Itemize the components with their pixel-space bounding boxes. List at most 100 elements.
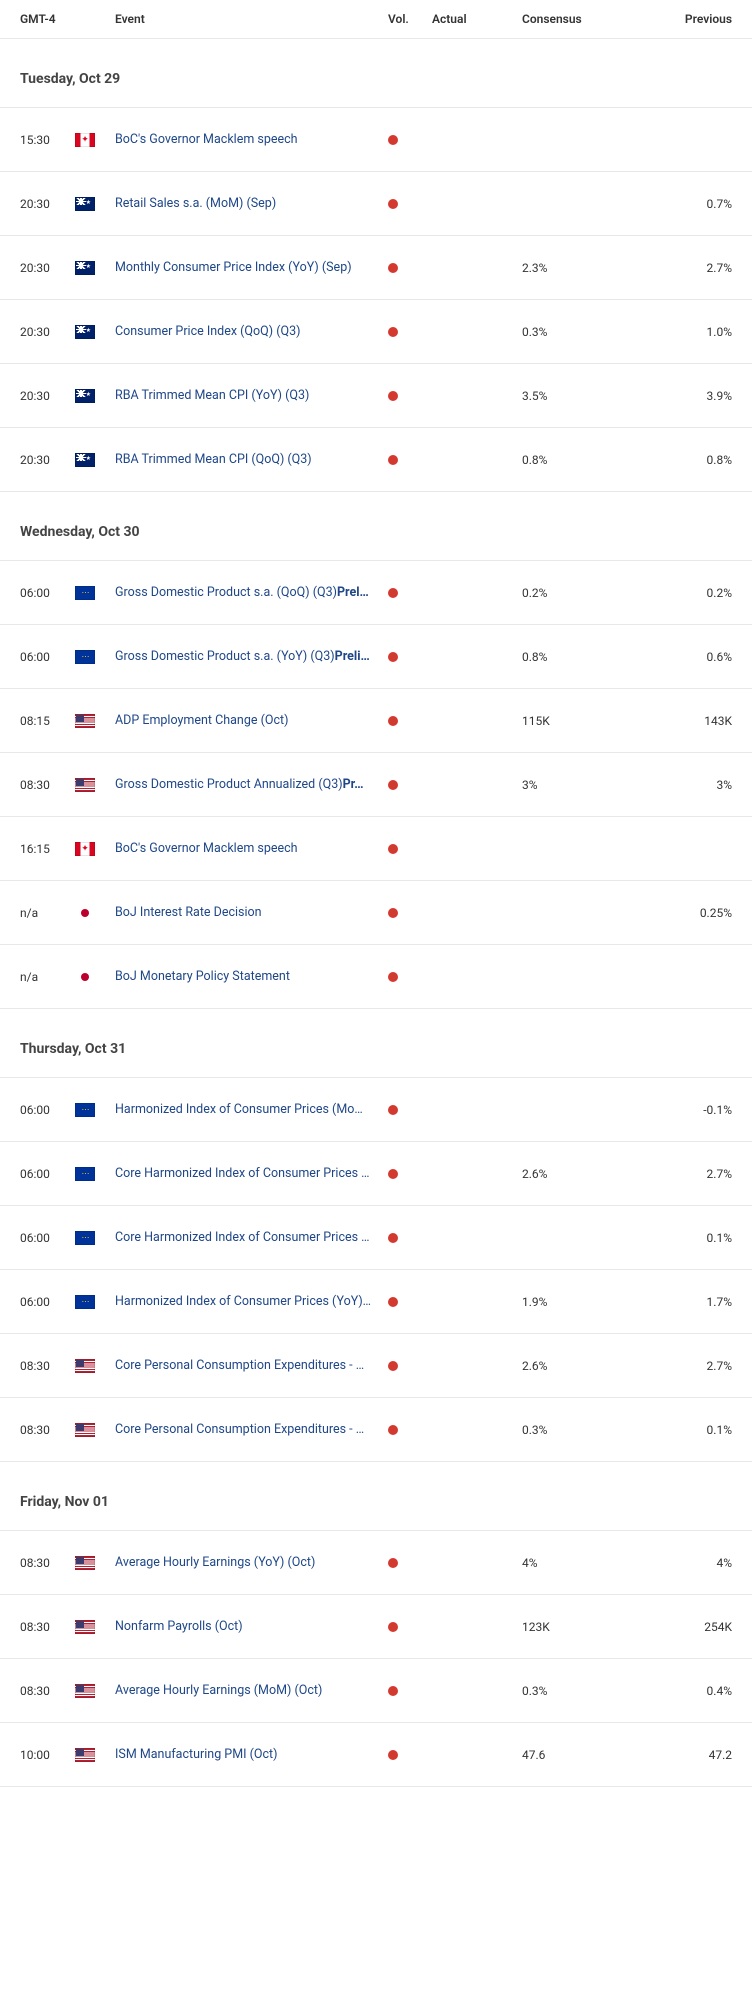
- previous-value: 0.2%: [632, 586, 732, 600]
- event-name-link[interactable]: Average Hourly Earnings (YoY) (Oct): [115, 1555, 388, 1570]
- event-name-text: Retail Sales s.a. (MoM) (Sep): [115, 196, 276, 211]
- event-time: 20:30: [20, 197, 75, 211]
- event-name-link[interactable]: BoC's Governor Macklem speech: [115, 132, 388, 147]
- event-name-link[interactable]: RBA Trimmed Mean CPI (YoY) (Q3): [115, 388, 388, 403]
- vol-high-icon: [388, 588, 398, 598]
- consensus-value: 4%: [522, 1556, 632, 1570]
- consensus-value: 2.3%: [522, 261, 632, 275]
- event-name-link[interactable]: ADP Employment Change (Oct): [115, 713, 388, 728]
- event-name-link[interactable]: Nonfarm Payrolls (Oct): [115, 1619, 388, 1634]
- vol-cell: [388, 1233, 432, 1243]
- event-name-link[interactable]: RBA Trimmed Mean CPI (QoQ) (Q3): [115, 452, 388, 467]
- event-name-text: Gross Domestic Product s.a. (QoQ) (Q3): [115, 585, 337, 600]
- previous-value: 0.25%: [632, 906, 732, 920]
- vol-high-icon: [388, 1297, 398, 1307]
- event-name-link[interactable]: BoJ Monetary Policy Statement: [115, 969, 388, 984]
- event-name-link[interactable]: Consumer Price Index (QoQ) (Q3): [115, 324, 388, 339]
- event-name-link[interactable]: BoJ Interest Rate Decision: [115, 905, 388, 920]
- table-header: GMT-4 Event Vol. Actual Consensus Previo…: [0, 0, 752, 39]
- event-row: 06:00Gross Domestic Product s.a. (YoY) (…: [0, 625, 752, 689]
- event-row: n/a BoJ Monetary Policy Statement: [0, 945, 752, 1009]
- event-time: 16:15: [20, 842, 75, 856]
- vol-high-icon: [388, 1558, 398, 1568]
- flag-eu-icon: [75, 650, 95, 664]
- previous-value: 2.7%: [632, 261, 732, 275]
- vol-cell: [388, 327, 432, 337]
- event-name-text: Nonfarm Payrolls (Oct): [115, 1619, 243, 1634]
- consensus-value: 2.6%: [522, 1359, 632, 1373]
- event-time: 20:30: [20, 389, 75, 403]
- flag-cell: [75, 650, 115, 664]
- previous-value: 254K: [632, 1620, 732, 1634]
- event-row: 06:00 Harmonized Index of Consumer Prices…: [0, 1270, 752, 1334]
- event-time: 06:00: [20, 586, 75, 600]
- event-name-link[interactable]: Retail Sales s.a. (MoM) (Sep): [115, 196, 388, 211]
- event-name-link[interactable]: Monthly Consumer Price Index (YoY) (Sep): [115, 260, 388, 275]
- consensus-value: 3%: [522, 778, 632, 792]
- vol-cell: [388, 972, 432, 982]
- flag-cell: [75, 714, 115, 728]
- vol-high-icon: [388, 1105, 398, 1115]
- event-row: 08:30Core Personal Consumption Expenditu…: [0, 1398, 752, 1462]
- flag-us-icon: [75, 1620, 95, 1634]
- event-time: 06:00: [20, 1231, 75, 1245]
- event-name-text: Consumer Price Index (QoQ) (Q3): [115, 324, 300, 339]
- event-name-link[interactable]: Harmonized Index of Consumer Prices (YoY…: [115, 1294, 388, 1309]
- event-row: 08:30Average Hourly Earnings (MoM) (Oct)…: [0, 1659, 752, 1723]
- event-name-link[interactable]: Core Harmonized Index of Consumer Prices…: [115, 1230, 388, 1245]
- flag-ca-icon: [75, 133, 95, 147]
- flag-us-icon: [75, 714, 95, 728]
- event-suffix: Preli…: [335, 649, 370, 664]
- event-row: 10:00ISM Manufacturing PMI (Oct)47.647.2: [0, 1723, 752, 1787]
- event-row: 16:15 BoC's Governor Macklem speech: [0, 817, 752, 881]
- event-name-link[interactable]: Harmonized Index of Consumer Prices (Mo…: [115, 1102, 388, 1117]
- event-name-text: Gross Domestic Product s.a. (YoY) (Q3): [115, 649, 335, 664]
- flag-eu-icon: [75, 1295, 95, 1309]
- event-row: 20:30Monthly Consumer Price Index (YoY) …: [0, 236, 752, 300]
- flag-eu-icon: [75, 1231, 95, 1245]
- event-name-link[interactable]: Core Harmonized Index of Consumer Prices…: [115, 1166, 388, 1181]
- vol-cell: [388, 716, 432, 726]
- flag-cell: [75, 906, 115, 920]
- event-row: n/a BoJ Interest Rate Decision 0.25%: [0, 881, 752, 945]
- consensus-value: 1.9%: [522, 1295, 632, 1309]
- header-previous: Previous: [632, 12, 732, 26]
- consensus-value: 47.6: [522, 1748, 632, 1762]
- event-row: 06:00 Gross Domestic Product s.a. (QoQ) (…: [0, 561, 752, 625]
- event-time: 08:30: [20, 1620, 75, 1634]
- vol-cell: [388, 780, 432, 790]
- event-name-link[interactable]: Gross Domestic Product s.a. (YoY) (Q3)Pr…: [115, 649, 388, 664]
- event-name-text: BoC's Governor Macklem speech: [115, 132, 298, 147]
- flag-cell: [75, 1295, 115, 1309]
- flag-au-icon: [75, 453, 95, 467]
- event-name-link[interactable]: Gross Domestic Product Annualized (Q3)Pr…: [115, 777, 388, 792]
- event-name-link[interactable]: Gross Domestic Product s.a. (QoQ) (Q3)Pr…: [115, 585, 388, 600]
- flag-cell: [75, 842, 115, 856]
- event-name-text: Core Harmonized Index of Consumer Prices…: [115, 1230, 370, 1245]
- event-name-text: ISM Manufacturing PMI (Oct): [115, 1747, 277, 1762]
- flag-au-icon: [75, 325, 95, 339]
- event-name-link[interactable]: Core Personal Consumption Expenditures -…: [115, 1422, 388, 1437]
- event-time: 06:00: [20, 1167, 75, 1181]
- vol-cell: [388, 455, 432, 465]
- event-time: 06:00: [20, 1295, 75, 1309]
- event-name-link[interactable]: Average Hourly Earnings (MoM) (Oct): [115, 1683, 388, 1698]
- flag-cell: [75, 970, 115, 984]
- event-time: 08:30: [20, 1556, 75, 1570]
- event-name-link[interactable]: Core Personal Consumption Expenditures -…: [115, 1358, 388, 1373]
- vol-high-icon: [388, 263, 398, 273]
- event-row: 20:30Retail Sales s.a. (MoM) (Sep)0.7%: [0, 172, 752, 236]
- event-time: n/a: [20, 906, 75, 920]
- event-row: 20:30RBA Trimmed Mean CPI (YoY) (Q3)3.5%…: [0, 364, 752, 428]
- previous-value: 3%: [632, 778, 732, 792]
- vol-high-icon: [388, 327, 398, 337]
- previous-value: 0.8%: [632, 453, 732, 467]
- vol-high-icon: [388, 1686, 398, 1696]
- event-name-link[interactable]: ISM Manufacturing PMI (Oct): [115, 1747, 388, 1762]
- event-time: n/a: [20, 970, 75, 984]
- vol-cell: [388, 263, 432, 273]
- event-name-link[interactable]: BoC's Governor Macklem speech: [115, 841, 388, 856]
- vol-high-icon: [388, 972, 398, 982]
- consensus-value: 115K: [522, 714, 632, 728]
- vol-cell: [388, 199, 432, 209]
